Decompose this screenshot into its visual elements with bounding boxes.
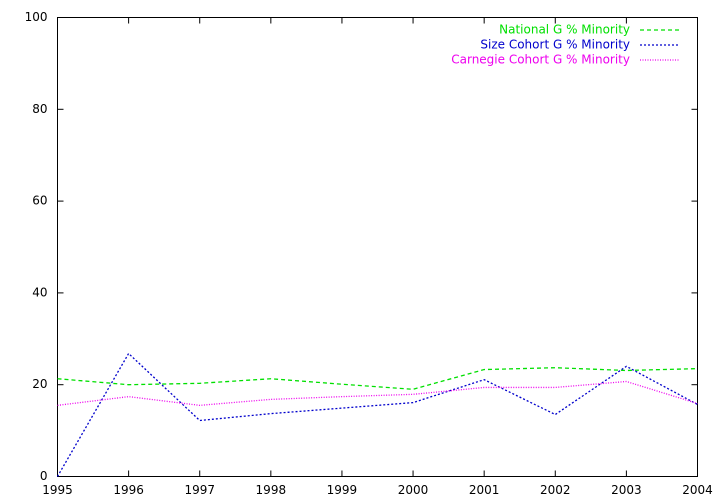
y-tick-label: 60 xyxy=(32,194,47,208)
y-tick-label: 0 xyxy=(40,469,48,483)
series-line xyxy=(57,367,698,390)
series-line xyxy=(57,380,698,407)
legend-label: Size Cohort G % Minority xyxy=(480,38,630,52)
y-tick-label: 80 xyxy=(32,102,47,116)
x-tick-label: 2004 xyxy=(682,483,713,497)
x-tick-label: 2002 xyxy=(540,483,571,497)
legend-label: National G % Minority xyxy=(499,23,630,37)
x-tick-label: 1999 xyxy=(327,483,358,497)
x-tick-label: 1997 xyxy=(184,483,215,497)
plot-frame xyxy=(57,17,698,477)
x-tick-label: 2000 xyxy=(398,483,429,497)
y-tick-label: 100 xyxy=(25,10,48,24)
x-tick-label: 1996 xyxy=(113,483,144,497)
y-tick-label: 40 xyxy=(32,285,47,299)
legend-label: Carnegie Cohort G % Minority xyxy=(451,53,630,67)
x-tick-label: 2003 xyxy=(611,483,642,497)
series-line xyxy=(56,352,698,477)
x-tick-label: 2001 xyxy=(469,483,500,497)
y-tick-label: 20 xyxy=(32,377,47,391)
x-tick-label: 1998 xyxy=(256,483,287,497)
x-tick-label: 1995 xyxy=(42,483,73,497)
